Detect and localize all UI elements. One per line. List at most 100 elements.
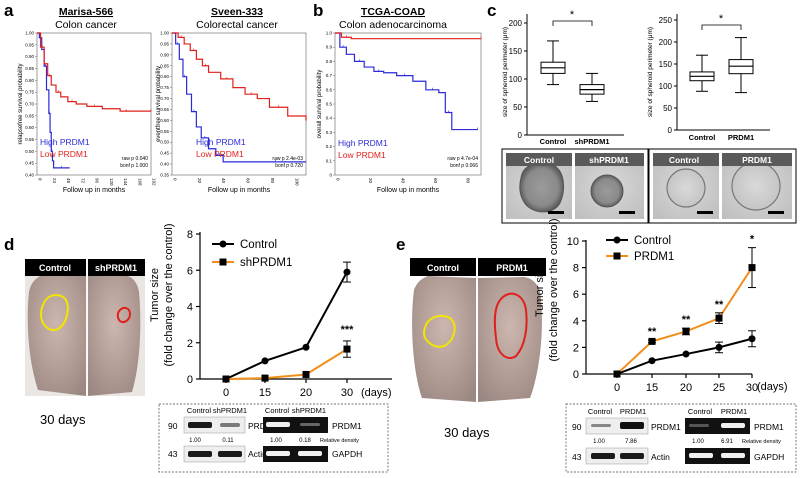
y-axis-label: relapsefree survival probability: [18, 63, 24, 144]
significance-label: **: [682, 314, 691, 326]
data-point: [261, 357, 269, 365]
x-tick-label: 20: [197, 178, 202, 184]
y-tick-label: 0: [329, 173, 332, 178]
band: [266, 451, 290, 456]
series-line-shprdm1: [225, 348, 348, 380]
spheroid-images-left: Control shPRDM1: [501, 148, 649, 224]
y-tick-label: 6: [573, 289, 579, 301]
protein-label: Actin: [651, 452, 670, 462]
legend-low: Low PRDM1: [338, 150, 386, 160]
x-tick-label: 30: [341, 387, 353, 399]
category-label-control: Control: [689, 133, 716, 142]
legend-treated: shPRDM1: [240, 257, 292, 269]
x-tick-label: 0: [38, 178, 43, 181]
significance-bracket: [552, 20, 593, 26]
y-tick-label: 0.80: [160, 74, 169, 79]
x-tick-label: 100: [294, 178, 299, 186]
rna-label: GAPDH: [754, 452, 784, 462]
image-label: PRDM1: [742, 155, 772, 165]
rna-label: PRDM1: [754, 422, 784, 432]
scale-bar: [697, 211, 713, 214]
y-tick-label: 2: [187, 338, 193, 350]
y-tick-label: 0.50: [160, 140, 169, 145]
curve-high: [335, 32, 478, 131]
y-tick-label: 0.55: [160, 129, 169, 134]
band: [591, 424, 611, 427]
significance-label: **: [648, 326, 657, 338]
y-tick-label: 0.6: [326, 87, 333, 92]
y-tick-label: 50: [663, 104, 672, 113]
image-label: shPRDM1: [589, 155, 629, 165]
scale-bar: [619, 211, 635, 214]
data-point: [682, 350, 690, 358]
x-axis-unit: (days): [757, 381, 788, 393]
series-line-control: [225, 271, 348, 380]
x-tick-label: 60: [246, 178, 251, 184]
x-tick-label: 24: [52, 178, 57, 184]
photo-label: PRDM1: [496, 263, 528, 273]
x-axis-label: Follow up in months: [63, 187, 126, 194]
x-tick-label: 120: [109, 178, 114, 186]
x-tick-label: 15: [259, 387, 271, 399]
curve-high: [37, 32, 70, 169]
raw-p-value: raw p 4.7e-04: [447, 156, 478, 162]
y-axis-label: size of spheroid perimeter (μm): [502, 27, 509, 117]
y-axis-label-2: (fold change over the control): [548, 218, 560, 361]
scale-bar: [548, 211, 564, 214]
density-value: 1.00: [270, 438, 282, 444]
data-point: [682, 327, 690, 335]
panel-letter-a: a: [4, 1, 14, 20]
western-blot-e: Control PRDM1 Control PRDM1 90 43 PRDM1 …: [565, 403, 797, 473]
density-value: 0.18: [299, 438, 311, 444]
tumor-chart-e: Tumor size (fold change over the control…: [534, 218, 788, 394]
x-axis-unit: (days): [361, 387, 392, 399]
spheroid-control: [519, 162, 565, 213]
blot-header: Control: [588, 407, 613, 416]
x-tick-label: 30: [746, 382, 758, 394]
density-value: 1.00: [593, 439, 605, 445]
spheroid-shprdm1: [590, 174, 624, 208]
y-tick-label: 0: [518, 131, 523, 140]
y-tick-label: 0.90: [25, 54, 34, 59]
y-tick-label: 0: [573, 369, 579, 381]
y-tick-labels: 250 200 150 100 50 0: [659, 16, 677, 135]
y-tick-label: 10: [567, 236, 579, 248]
x-tick-label: 40: [221, 178, 226, 184]
y-axis-label: overall survival probability: [317, 70, 323, 139]
study-name: Marisa-566: [59, 6, 113, 18]
curve-low: [37, 32, 151, 112]
y-tick-label: 0.95: [25, 42, 34, 47]
tumor-outline-control: [422, 314, 456, 348]
x-axis-label: Follow up in months: [208, 187, 271, 194]
band: [298, 451, 322, 456]
x-tick-label: 0: [614, 382, 620, 394]
y-tick-label: 0.7: [326, 73, 333, 78]
data-point: [613, 370, 621, 378]
series: *******: [613, 234, 756, 378]
data-point: [715, 343, 723, 351]
photo-label: Control: [427, 263, 459, 273]
x-tick-label: 60: [433, 178, 438, 184]
x-tick-label: 20: [300, 387, 312, 399]
km-plot-a-left: Marisa-566 Colon cancer relapsefree surv…: [18, 6, 157, 194]
data-point: [648, 337, 656, 345]
y-axis-label-1: Tumor size: [149, 268, 161, 322]
band: [721, 453, 745, 458]
band: [188, 451, 212, 457]
y-tick-label: 0.70: [25, 102, 34, 107]
panel-letter-c: c: [487, 1, 496, 20]
legend-high: High PRDM1: [40, 137, 90, 147]
blot-header: Control: [265, 406, 290, 415]
x-tick-label: 20: [368, 178, 373, 184]
legend-treated: PRDM1: [634, 251, 674, 263]
y-tick-label: 0.65: [160, 107, 169, 112]
blot-header: Control: [187, 406, 212, 415]
y-tick-label: 0.85: [160, 63, 169, 68]
tumor-outline-treated: [493, 292, 528, 359]
y-tick-label: 0.60: [25, 125, 34, 130]
data-point: [302, 343, 310, 351]
legend-high: High PRDM1: [196, 137, 246, 147]
x-tick-label: 80: [270, 178, 275, 184]
y-tick-label: 0.75: [25, 90, 34, 95]
y-tick-label: 2: [573, 342, 579, 354]
